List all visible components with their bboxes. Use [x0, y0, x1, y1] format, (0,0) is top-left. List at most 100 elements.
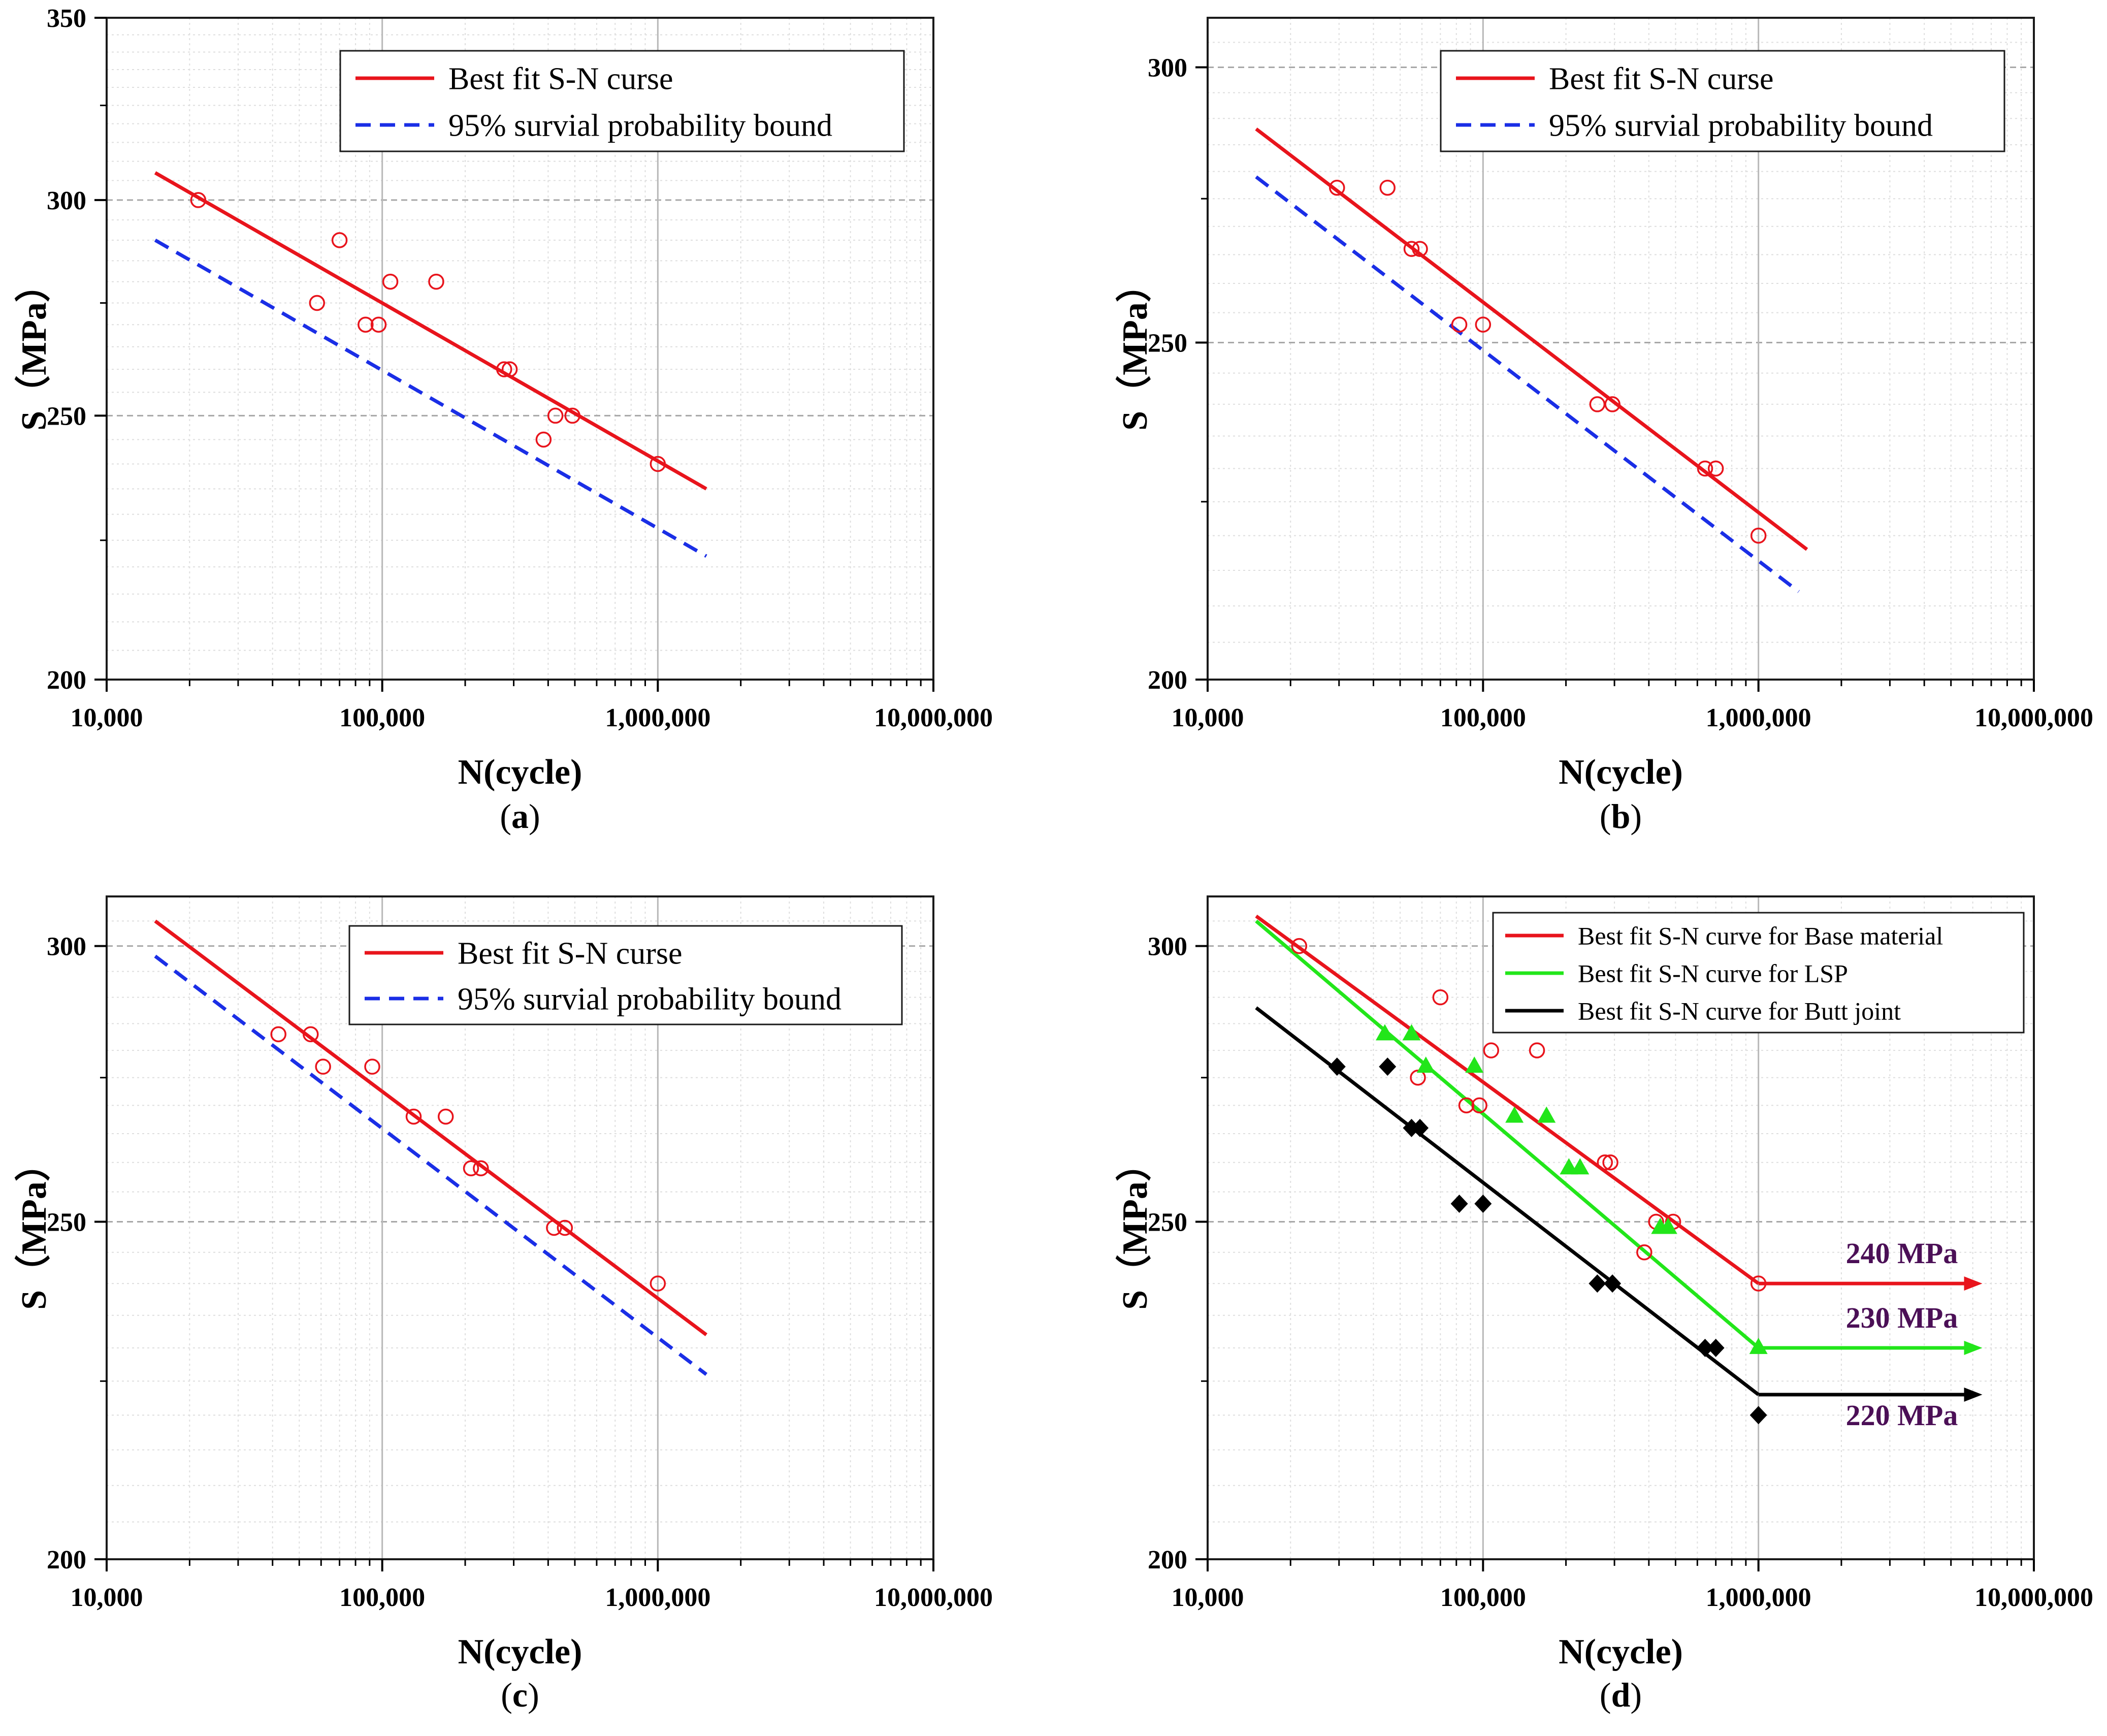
data-point	[270, 1026, 286, 1043]
data-point	[547, 407, 564, 424]
data-point	[405, 1108, 422, 1125]
data-point	[1411, 1118, 1429, 1137]
data-point	[1432, 989, 1449, 1006]
data-layer	[1255, 127, 1808, 593]
data-layer	[1255, 914, 1768, 1425]
data-point	[1707, 460, 1724, 477]
fit-line	[1255, 175, 1800, 593]
data-point	[564, 407, 580, 424]
data-point	[1483, 1042, 1500, 1058]
plot-frame	[1207, 17, 2035, 681]
panel-letter: a	[511, 797, 529, 835]
data-point	[1602, 1154, 1618, 1171]
x-tick-label: 10,000,000	[1974, 1583, 2093, 1612]
x-axis-label: N(cycle)	[458, 753, 582, 792]
panel-letter: c	[512, 1676, 528, 1714]
legend-label: 95% survial probability bound	[458, 982, 841, 1017]
fit-line	[1255, 919, 1760, 1349]
y-tick-label: 200	[1148, 666, 1187, 695]
chart-panel-a: 10,000 100,000 1,000,000 10,000,000 200 250 30…	[14, 4, 993, 835]
data-layer	[154, 919, 708, 1376]
endurance-arrowhead	[1964, 1340, 1983, 1355]
fit-line	[154, 171, 707, 491]
legend-box	[339, 50, 905, 152]
chart-panel-d: 10,000 100,000 1,000,000 10,000,000 200 250 30…	[1115, 895, 2093, 1714]
data-point	[1697, 460, 1713, 477]
data-point	[1410, 1069, 1426, 1086]
legend: Best fit S-N curve for Base material Best…	[1492, 912, 2025, 1034]
panel-caption: (c)	[501, 1676, 539, 1714]
fit-line	[1255, 127, 1808, 551]
data-point	[1750, 527, 1767, 544]
data-point	[650, 1275, 666, 1292]
x-tick-label: 10,000,000	[874, 1583, 993, 1612]
data-layer	[154, 171, 707, 558]
y-tick-label: 250	[47, 402, 86, 431]
data-point	[1571, 1158, 1590, 1175]
endurance-label: 230 MPa	[1846, 1301, 1958, 1334]
x-tick-label: 10,000	[71, 703, 143, 732]
data-point	[1465, 1056, 1484, 1073]
legend-label: Best fit S-N curve for LSP	[1578, 959, 1848, 988]
data-point	[1749, 1337, 1768, 1354]
grid	[1208, 18, 2034, 680]
x-axis-label: N(cycle)	[1559, 1632, 1683, 1671]
data-point	[535, 431, 552, 448]
ticks	[1195, 945, 2035, 1571]
data-point	[650, 456, 666, 472]
plot-frame	[1207, 895, 2035, 1560]
ticks	[1195, 66, 2035, 692]
legend-label: Best fit S-N curve for Butt joint	[1578, 997, 1901, 1025]
x-tick-label: 10,000,000	[1974, 703, 2093, 732]
y-tick-label: 300	[1148, 53, 1187, 82]
legend-box	[1440, 50, 2005, 152]
x-tick-label: 10,000	[1172, 1583, 1244, 1612]
data-point	[1707, 1338, 1725, 1357]
data-point	[358, 316, 374, 333]
data-point	[1597, 1154, 1613, 1171]
x-tick-label: 10,000	[1172, 703, 1244, 732]
x-axis-label: N(cycle)	[458, 1632, 582, 1671]
data-point	[331, 232, 348, 248]
data-point	[1529, 1042, 1545, 1058]
legend-label: 95% survial probability bound	[448, 109, 832, 143]
x-tick-label: 10,000	[71, 1583, 143, 1612]
legend: Best fit S-N curse 95% survial probabilit…	[348, 925, 903, 1025]
legend-label: Best fit S-N curse	[458, 937, 683, 971]
ticks	[94, 945, 934, 1571]
data-point	[364, 1058, 380, 1075]
x-tick-label: 10,000,000	[874, 703, 993, 732]
fit-line	[154, 238, 707, 558]
data-point	[1474, 1195, 1492, 1213]
x-tick-label: 100,000	[1440, 1583, 1526, 1612]
data-point	[1604, 396, 1620, 412]
data-point	[1749, 1406, 1767, 1425]
x-tick-label: 100,000	[339, 703, 425, 732]
endurance-label: 220 MPa	[1846, 1399, 1958, 1432]
data-point	[303, 1026, 319, 1043]
legend: Best fit S-N curse 95% survial probabilit…	[1440, 50, 2005, 152]
x-tick-label: 1,000,000	[605, 703, 710, 732]
endurance-arrowhead	[1964, 1387, 1983, 1402]
data-point	[309, 295, 326, 311]
y-tick-label: 200	[1148, 1546, 1187, 1574]
x-tick-label: 1,000,000	[1706, 1583, 1811, 1612]
data-point	[1505, 1106, 1524, 1123]
data-point	[546, 1219, 562, 1236]
legend: Best fit S-N curse 95% survial probabilit…	[339, 50, 905, 152]
y-tick-label: 250	[47, 1208, 86, 1237]
data-point	[473, 1160, 489, 1176]
grid	[107, 18, 933, 680]
data-point	[1375, 1024, 1394, 1041]
endurance-label: 240 MPa	[1846, 1237, 1958, 1270]
y-tick-label: 200	[47, 1546, 86, 1574]
y-tick-label: 300	[47, 933, 86, 961]
y-tick-label: 250	[1148, 329, 1187, 358]
legend-box	[348, 925, 903, 1025]
y-tick-label: 300	[1148, 933, 1187, 961]
ticks	[94, 17, 934, 692]
data-point	[437, 1108, 454, 1125]
data-point	[1291, 938, 1308, 954]
panel-letter: b	[1611, 797, 1631, 835]
